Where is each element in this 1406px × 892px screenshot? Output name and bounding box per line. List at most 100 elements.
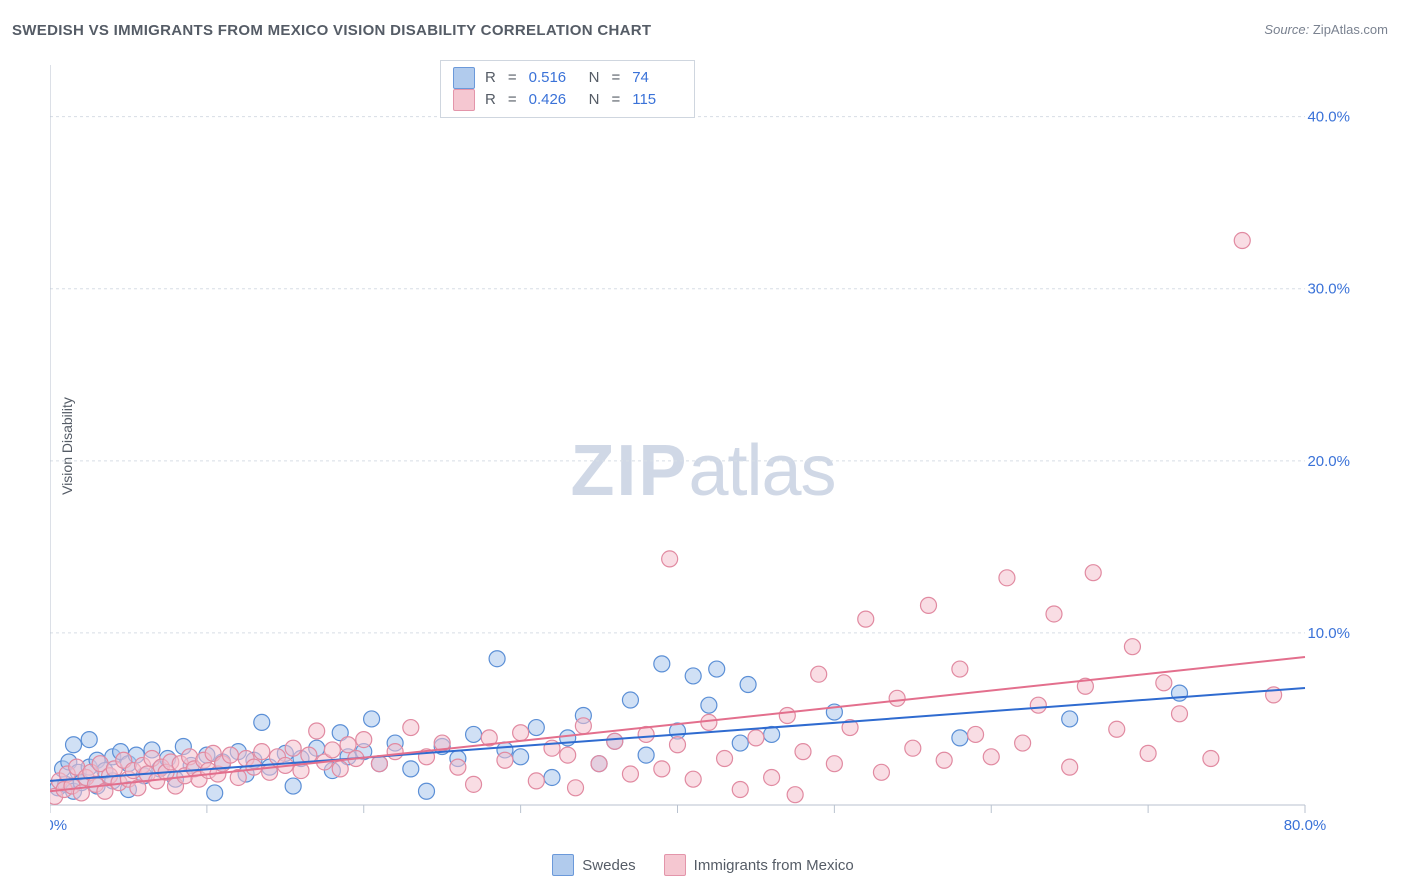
scatter-point-swedes xyxy=(81,732,97,748)
legend-n-label: N xyxy=(589,67,600,89)
scatter-plot: 10.0% 20.0% 30.0% 40.0% 0.0% 80.0% xyxy=(50,55,1350,830)
scatter-point-mexico xyxy=(999,570,1015,586)
legend-eq: = xyxy=(611,89,620,111)
scatter-point-swedes xyxy=(419,783,435,799)
scatter-point-mexico xyxy=(622,766,638,782)
scatter-point-mexico xyxy=(748,730,764,746)
scatter-point-mexico xyxy=(873,764,889,780)
x-tick-label: 80.0% xyxy=(1284,817,1327,830)
scatter-point-mexico xyxy=(1156,675,1172,691)
scatter-point-mexico xyxy=(1030,697,1046,713)
scatter-point-swedes xyxy=(1172,685,1188,701)
scatter-point-mexico xyxy=(936,752,952,768)
scatter-point-mexico xyxy=(466,776,482,792)
scatter-point-swedes xyxy=(732,735,748,751)
legend-swatch-mexico xyxy=(664,854,686,876)
scatter-point-mexico xyxy=(497,752,513,768)
scatter-point-mexico xyxy=(1203,751,1219,767)
scatter-point-mexico xyxy=(811,666,827,682)
scatter-point-swedes xyxy=(285,778,301,794)
legend-item-swedes: Swedes xyxy=(552,854,635,876)
scatter-point-swedes xyxy=(466,726,482,742)
scatter-point-swedes xyxy=(489,651,505,667)
legend-swatch-swedes xyxy=(552,854,574,876)
legend-series: Swedes Immigrants from Mexico xyxy=(0,854,1406,880)
scatter-point-swedes xyxy=(709,661,725,677)
chart-title: SWEDISH VS IMMIGRANTS FROM MEXICO VISION… xyxy=(12,22,651,39)
scatter-point-mexico xyxy=(387,744,403,760)
scatter-point-swedes xyxy=(685,668,701,684)
legend-stat-row-mexico: R=0.426N=115 xyxy=(453,89,682,111)
scatter-point-mexico xyxy=(528,773,544,789)
legend-n-value-swedes: 74 xyxy=(632,67,682,89)
y-tick-label: 40.0% xyxy=(1307,109,1350,126)
scatter-point-swedes xyxy=(364,711,380,727)
x-tick-label: 0.0% xyxy=(50,817,67,830)
y-tick-label: 30.0% xyxy=(1307,281,1350,298)
scatter-point-mexico xyxy=(685,771,701,787)
legend-n-value-mexico: 115 xyxy=(632,89,682,111)
scatter-point-mexico xyxy=(670,737,686,753)
scatter-point-swedes xyxy=(544,769,560,785)
scatter-point-mexico xyxy=(560,747,576,763)
scatter-point-mexico xyxy=(662,551,678,567)
legend-r-value-swedes: 0.516 xyxy=(529,67,579,89)
scatter-point-mexico xyxy=(779,708,795,724)
scatter-point-mexico xyxy=(332,761,348,777)
legend-eq: = xyxy=(611,67,620,89)
scatter-point-mexico xyxy=(356,732,372,748)
scatter-point-swedes xyxy=(1062,711,1078,727)
legend-stats-box: R=0.516N=74R=0.426N=115 xyxy=(440,60,695,118)
scatter-point-mexico xyxy=(591,756,607,772)
legend-stat-row-swedes: R=0.516N=74 xyxy=(453,67,682,89)
scatter-point-mexico xyxy=(889,690,905,706)
scatter-point-swedes xyxy=(403,761,419,777)
scatter-point-mexico xyxy=(285,740,301,756)
scatter-point-mexico xyxy=(1062,759,1078,775)
scatter-point-swedes xyxy=(254,714,270,730)
scatter-point-mexico xyxy=(826,756,842,772)
scatter-point-mexico xyxy=(575,718,591,734)
scatter-point-mexico xyxy=(654,761,670,777)
scatter-point-mexico xyxy=(701,714,717,730)
scatter-point-mexico xyxy=(1085,565,1101,581)
scatter-point-swedes xyxy=(740,677,756,693)
scatter-point-swedes xyxy=(952,730,968,746)
scatter-point-swedes xyxy=(66,737,82,753)
scatter-point-mexico xyxy=(513,725,529,741)
scatter-point-mexico xyxy=(1109,721,1125,737)
y-tick-label: 10.0% xyxy=(1307,625,1350,642)
scatter-point-mexico xyxy=(607,733,623,749)
y-tick-label: 20.0% xyxy=(1307,453,1350,470)
legend-item-mexico: Immigrants from Mexico xyxy=(664,854,854,876)
legend-r-value-mexico: 0.426 xyxy=(529,89,579,111)
scatter-point-swedes xyxy=(638,747,654,763)
scatter-point-mexico xyxy=(921,597,937,613)
scatter-point-mexico xyxy=(1046,606,1062,622)
chart-svg: 10.0% 20.0% 30.0% 40.0% 0.0% 80.0% xyxy=(50,55,1350,830)
legend-n-label: N xyxy=(589,89,600,111)
legend-swatch-mexico xyxy=(453,89,475,111)
scatter-point-swedes xyxy=(701,697,717,713)
scatter-point-mexico xyxy=(858,611,874,627)
scatter-point-mexico xyxy=(787,787,803,803)
scatter-point-mexico xyxy=(983,749,999,765)
scatter-point-mexico xyxy=(968,726,984,742)
scatter-point-mexico xyxy=(403,720,419,736)
scatter-point-mexico xyxy=(309,723,325,739)
scatter-point-mexico xyxy=(764,769,780,785)
scatter-point-mexico xyxy=(717,751,733,767)
legend-swatch-swedes xyxy=(453,67,475,89)
scatter-point-mexico xyxy=(1234,233,1250,249)
scatter-point-mexico xyxy=(254,744,270,760)
scatter-point-mexico xyxy=(732,782,748,798)
scatter-point-mexico xyxy=(1124,639,1140,655)
scatter-point-mexico xyxy=(222,747,238,763)
legend-label-swedes: Swedes xyxy=(582,857,635,874)
scatter-point-mexico xyxy=(1140,745,1156,761)
legend-label-mexico: Immigrants from Mexico xyxy=(694,857,854,874)
legend-r-label: R xyxy=(485,67,496,89)
scatter-point-swedes xyxy=(513,749,529,765)
scatter-point-mexico xyxy=(324,742,340,758)
source-value: ZipAtlas.com xyxy=(1313,22,1388,37)
